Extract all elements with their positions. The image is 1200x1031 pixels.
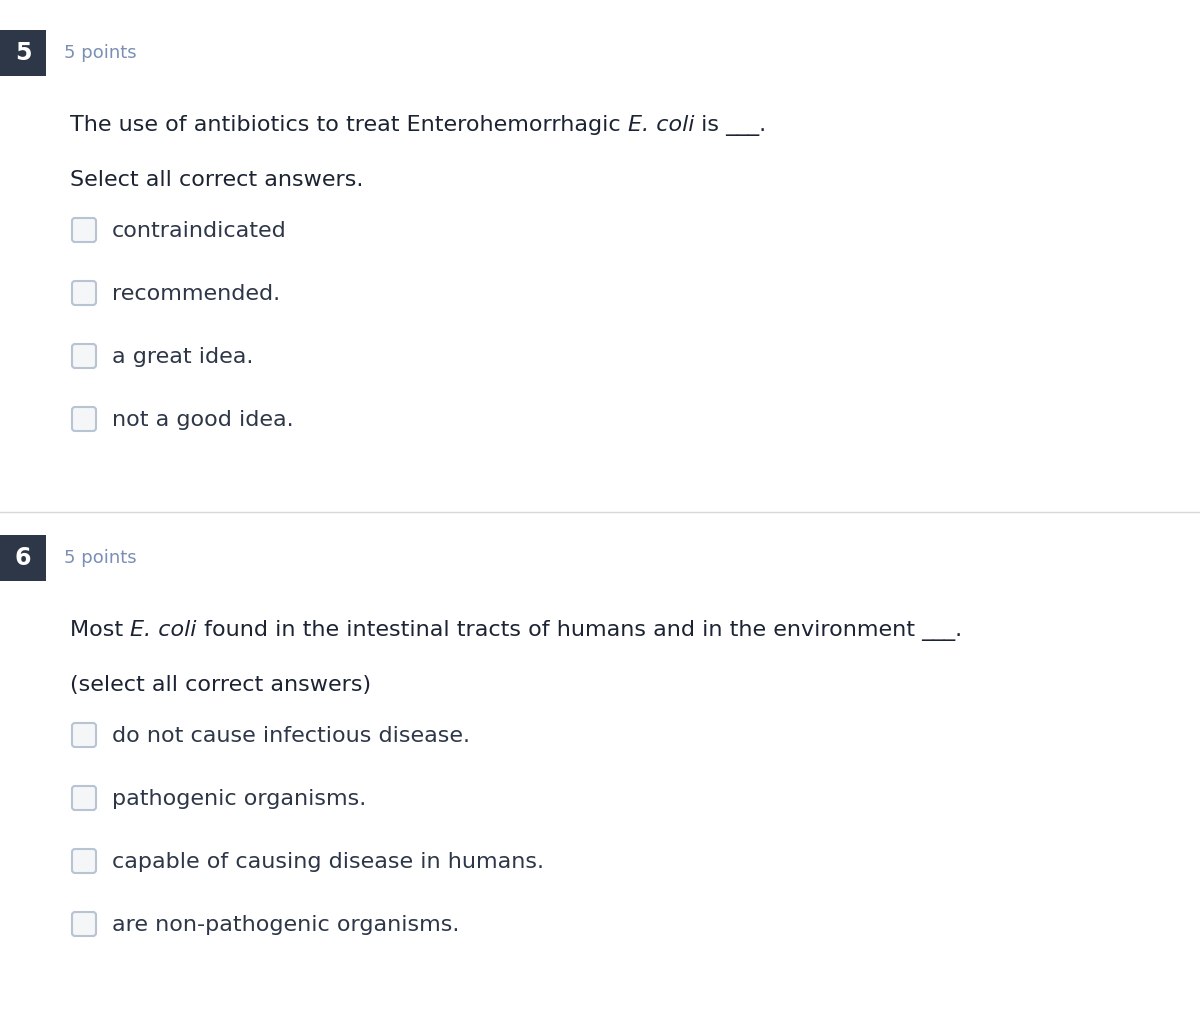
Text: not a good idea.: not a good idea. [112,410,294,430]
FancyBboxPatch shape [72,912,96,936]
Text: a great idea.: a great idea. [112,347,253,367]
Text: Most: Most [70,620,131,640]
FancyBboxPatch shape [72,281,96,305]
Text: 5: 5 [14,41,31,65]
FancyBboxPatch shape [72,849,96,873]
FancyBboxPatch shape [0,30,46,76]
Text: capable of causing disease in humans.: capable of causing disease in humans. [112,852,544,872]
FancyBboxPatch shape [72,344,96,368]
Text: 6: 6 [14,546,31,570]
Text: E. coli: E. coli [131,620,197,640]
Text: (select all correct answers): (select all correct answers) [70,675,371,695]
FancyBboxPatch shape [72,407,96,431]
Text: found in the intestinal tracts of humans and in the environment ___.: found in the intestinal tracts of humans… [197,620,961,641]
Text: The use of antibiotics to treat Enterohemorrhagic: The use of antibiotics to treat Enterohe… [70,115,628,135]
Text: 5 points: 5 points [64,548,137,567]
Text: E. coli: E. coli [628,115,694,135]
Text: are non-pathogenic organisms.: are non-pathogenic organisms. [112,914,460,935]
Text: 5 points: 5 points [64,44,137,62]
Text: is ___.: is ___. [694,115,767,136]
FancyBboxPatch shape [72,218,96,242]
FancyBboxPatch shape [72,786,96,810]
Text: contraindicated: contraindicated [112,221,287,241]
FancyBboxPatch shape [72,723,96,747]
FancyBboxPatch shape [0,535,46,581]
Text: do not cause infectious disease.: do not cause infectious disease. [112,726,470,746]
Text: recommended.: recommended. [112,284,280,304]
Text: pathogenic organisms.: pathogenic organisms. [112,789,366,809]
Text: Select all correct answers.: Select all correct answers. [70,170,364,190]
